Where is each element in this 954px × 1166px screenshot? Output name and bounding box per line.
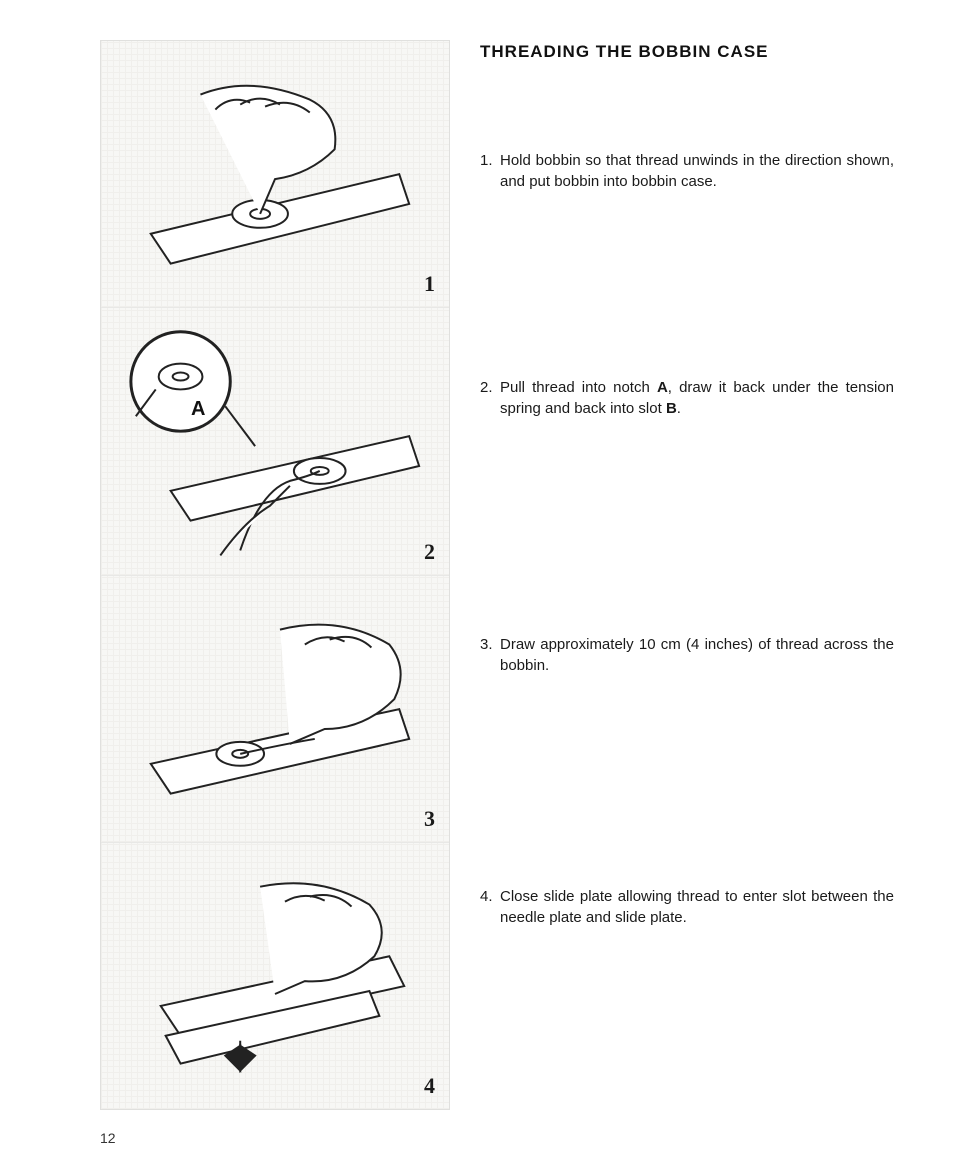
step-number: 1. <box>480 150 500 192</box>
figure-number: 2 <box>424 539 435 565</box>
step-number: 2. <box>480 377 500 419</box>
step-text: Close slide plate allowing thread to ent… <box>500 886 894 928</box>
step-text: Pull thread into notch A, draw it back u… <box>500 377 894 419</box>
figure-4-sketch <box>111 853 439 1099</box>
step-number: 3. <box>480 634 500 676</box>
figure-column: 1 <box>100 40 450 1110</box>
figure-4: 4 <box>101 843 449 1109</box>
step-2: 2. Pull thread into notch A, draw it bac… <box>480 377 894 419</box>
page-number: 12 <box>100 1130 116 1146</box>
figure-2-sketch <box>111 318 439 564</box>
figure-3: 3 <box>101 576 449 843</box>
figure-1-sketch <box>111 51 439 297</box>
figure-number: 4 <box>424 1073 435 1099</box>
steps-list: 1. Hold bobbin so that thread unwinds in… <box>480 82 894 1136</box>
step-number: 4. <box>480 886 500 928</box>
figure-2: A 2 <box>101 308 449 575</box>
step-4: 4. Close slide plate allowing thread to … <box>480 886 894 928</box>
step-1: 1. Hold bobbin so that thread unwinds in… <box>480 150 894 192</box>
step-3: 3. Draw approximately 10 cm (4 inches) o… <box>480 634 894 676</box>
text-column: THREADING THE BOBBIN CASE 1. Hold bobbin… <box>450 40 894 1136</box>
figure-number: 1 <box>424 271 435 297</box>
section-heading: THREADING THE BOBBIN CASE <box>480 42 894 62</box>
step-text: Hold bobbin so that thread unwinds in th… <box>500 150 894 192</box>
step-text: Draw approximately 10 cm (4 inches) of t… <box>500 634 894 676</box>
figure-3-sketch <box>111 586 439 832</box>
figure-number: 3 <box>424 806 435 832</box>
figure-1: 1 <box>101 41 449 308</box>
callout-label-a: A <box>191 398 205 421</box>
manual-page: 1 <box>0 0 954 1166</box>
